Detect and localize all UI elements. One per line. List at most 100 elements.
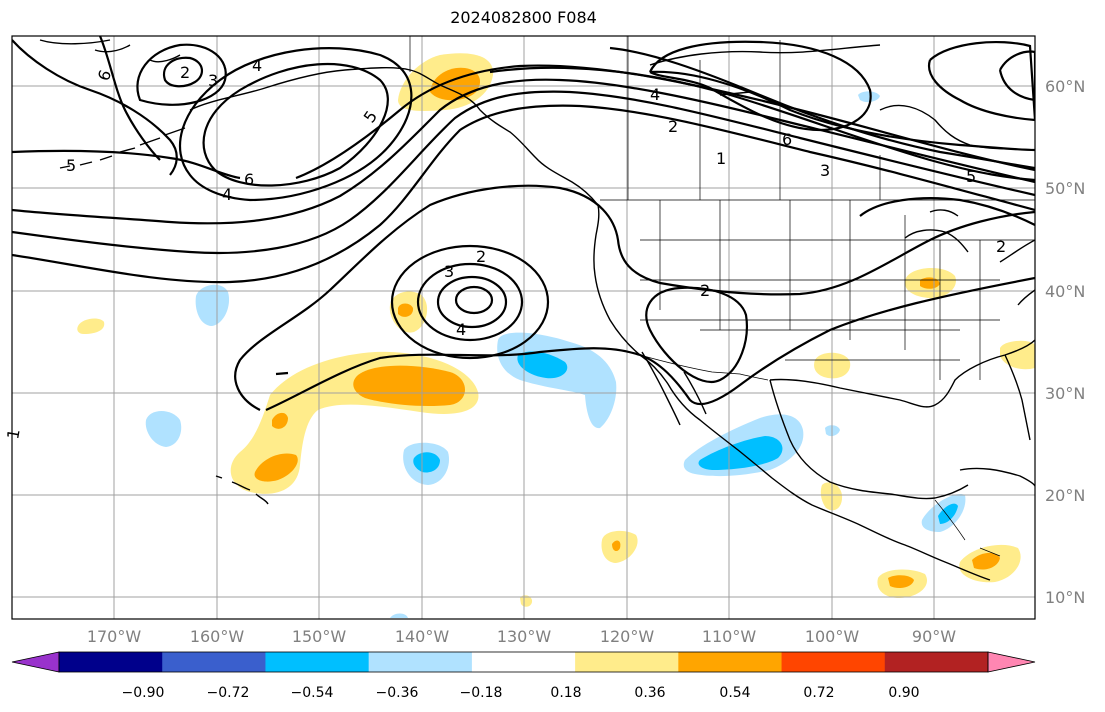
- graticule: [12, 36, 1035, 619]
- colorbar-tick-label: −0.36: [376, 685, 419, 701]
- colorbar: [11, 651, 1036, 673]
- colorbar-segment: [368, 652, 473, 672]
- colorbar-tick-label: −0.54: [291, 685, 334, 701]
- longitude-labels: 170°W 160°W 150°W 140°W 130°W 120°W 110°…: [87, 627, 956, 646]
- lat-label: 50°N: [1045, 179, 1085, 198]
- contour-low-ring-4: [454, 285, 494, 315]
- shade-orange-mex-2: [888, 575, 914, 588]
- contour-left-edge-2: [98, 36, 161, 161]
- contour-alaska-low-1: [136, 43, 227, 106]
- contour-alaska-high-1: [202, 62, 389, 187]
- shade-blue-yucatan: [938, 503, 958, 524]
- contour-jet-3: [649, 70, 1035, 152]
- contour-bl-blob: [275, 371, 289, 376]
- colorbar-frame: [58, 651, 989, 673]
- contour-label: 2: [996, 237, 1006, 256]
- shade-blue-5: [698, 436, 783, 470]
- map-frame: [11, 35, 1036, 620]
- lon-label: 130°W: [497, 627, 552, 646]
- shade-blue-3: [413, 452, 440, 473]
- map-title: 2024082800 F084: [450, 8, 597, 27]
- colorbar-tick-labels: −0.90 −0.72 −0.54 −0.36 −0.18 0.18 0.36 …: [122, 685, 920, 701]
- colorbar-segment: [884, 652, 989, 672]
- shade-orange-band: [353, 365, 465, 407]
- shade-lightblue-6: [858, 91, 880, 103]
- colorbar-tick-label: 0.18: [550, 685, 581, 701]
- contour-label: 4: [456, 320, 466, 339]
- contour-label: 2: [476, 247, 486, 266]
- contour-alaska-low-2: [162, 56, 203, 88]
- shade-yellow-dot-2: [520, 595, 533, 607]
- coast-alaska: [39, 39, 599, 206]
- colorbar-extend-low: [11, 651, 60, 673]
- coast-east-us: [999, 239, 1035, 306]
- shade-blue-4: [517, 351, 568, 379]
- colorbar-tick-label: 0.90: [888, 685, 919, 701]
- colorbar-segment: [162, 652, 266, 672]
- lat-label: 20°N: [1045, 486, 1085, 505]
- lon-label: 160°W: [190, 627, 245, 646]
- contour-jet-2: [609, 46, 1035, 170]
- coast-great-lakes: [904, 209, 969, 253]
- colorbar-tick-label: −0.72: [207, 685, 250, 701]
- contour-low-ring-1: [390, 244, 550, 360]
- contour-central: [234, 184, 1035, 411]
- contour-label: 2: [668, 117, 678, 136]
- colorbar-segment: [265, 652, 370, 672]
- height-contours: [12, 36, 1035, 412]
- shade-orange-band-2: [254, 453, 298, 482]
- colorbar-tick-label: −0.18: [460, 685, 503, 701]
- contour-ne-loop-2: [998, 50, 1035, 102]
- colorbar-tick-label: 0.72: [803, 685, 834, 701]
- shade-yellow-dot-1: [77, 318, 105, 334]
- latitude-labels: 60°N 50°N 40°N 30°N 20°N 10°N: [1045, 77, 1085, 607]
- shade-lightblue-2: [145, 411, 182, 447]
- colorbar-segment: [471, 652, 576, 672]
- coast-gulf: [769, 339, 1035, 408]
- coast-hawaii: [215, 475, 269, 505]
- coast-aleutians: [59, 127, 186, 169]
- contour-far-east: [859, 197, 1035, 226]
- contour-label: 3: [444, 262, 454, 281]
- contour-alaska-high-2: [178, 47, 413, 202]
- contour-label: 1: [716, 149, 726, 168]
- shade-lightblue-1: [195, 284, 230, 326]
- colorbar-extend-high: [987, 651, 1036, 673]
- contour-label: 3: [208, 71, 218, 90]
- lon-label: 150°W: [292, 627, 347, 646]
- contour-inner-band: [265, 276, 1035, 412]
- lon-label: 110°W: [702, 627, 757, 646]
- colorbar-tick-label: −0.90: [122, 685, 165, 701]
- contour-ne-loop: [927, 41, 1035, 122]
- lat-label: 60°N: [1045, 77, 1085, 96]
- border-central-america: [934, 499, 1001, 557]
- contour-pacific-1: [12, 78, 1035, 225]
- coast-baja: [641, 351, 707, 426]
- shade-orange-central-am: [972, 552, 1000, 570]
- contour-label: 2: [180, 63, 190, 82]
- shade-orange-band-3: [272, 412, 288, 429]
- colorbar-segment: [781, 652, 886, 672]
- lat-label: 30°N: [1045, 384, 1085, 403]
- lon-label: 120°W: [600, 627, 655, 646]
- contour-label: 5: [966, 167, 976, 186]
- contour-label: 1: [3, 427, 23, 440]
- contour-pacific-2: [12, 90, 1035, 255]
- contour-label: 3: [820, 161, 830, 180]
- contour-label: 4: [222, 185, 232, 204]
- contour-label: 4: [650, 85, 660, 104]
- colorbar-tick-label: 0.36: [634, 685, 665, 701]
- contour-low-ring-2: [416, 262, 524, 342]
- border-us-mexico: [639, 354, 769, 381]
- colorbar-segment: [678, 652, 783, 672]
- lat-label: 10°N: [1045, 588, 1085, 607]
- coast-west-us: [593, 204, 991, 581]
- coast-cuba: [959, 467, 1035, 487]
- contour-low-ring-3: [436, 275, 508, 329]
- border-canada-provinces: [627, 36, 881, 200]
- contour-label: 4: [252, 56, 262, 75]
- contour-sw-low: [645, 286, 748, 383]
- lon-label: 140°W: [395, 627, 450, 646]
- contour-pacific-3: [12, 104, 1035, 284]
